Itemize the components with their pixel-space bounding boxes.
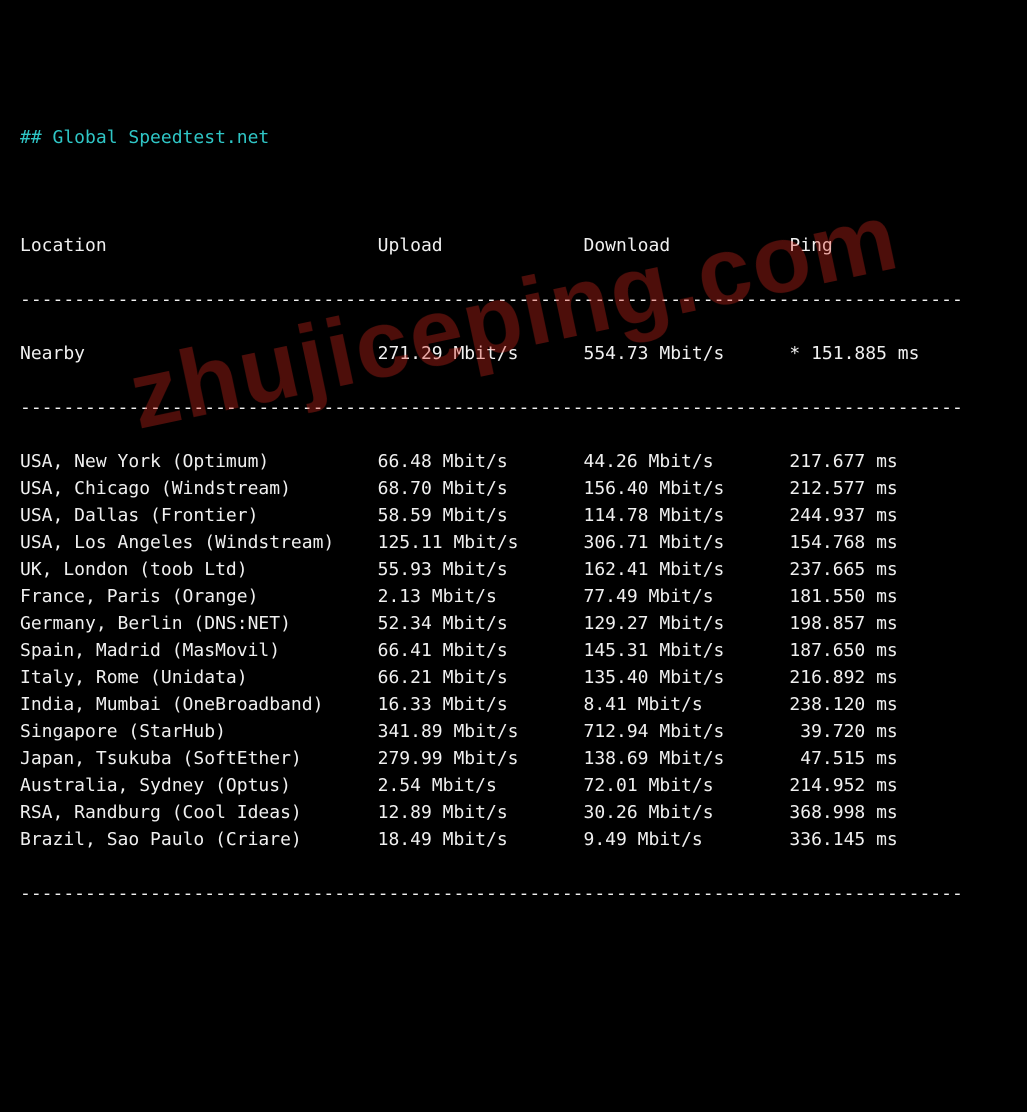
cell-location: Australia, Sydney (Optus) [20, 772, 378, 799]
table-row: USA, New York (Optimum)66.48 Mbit/s44.26… [20, 448, 1007, 475]
cell-download: 9.49 Mbit/s [584, 826, 790, 853]
cell-ping: 216.892 ms [789, 664, 941, 691]
blank-line [20, 178, 1007, 205]
nearby-row: Nearby271.29 Mbit/s554.73 Mbit/s* 151.88… [20, 340, 1007, 367]
cell-upload: 58.59 Mbit/s [378, 502, 584, 529]
table-row: India, Mumbai (OneBroadband)16.33 Mbit/s… [20, 691, 1007, 718]
table-row: RSA, Randburg (Cool Ideas)12.89 Mbit/s30… [20, 799, 1007, 826]
cell-location: USA, Los Angeles (Windstream) [20, 529, 378, 556]
cell-location: India, Mumbai (OneBroadband) [20, 691, 378, 718]
cell-download: 162.41 Mbit/s [584, 556, 790, 583]
section-title: ## Global Speedtest.net [20, 124, 1007, 151]
col-download: Download [584, 232, 790, 259]
cell-ping: 368.998 ms [789, 799, 941, 826]
cell-download: 77.49 Mbit/s [584, 583, 790, 610]
cell-ping: 214.952 ms [789, 772, 941, 799]
cell-ping: 187.650 ms [789, 637, 941, 664]
table-row: UK, London (toob Ltd)55.93 Mbit/s162.41 … [20, 556, 1007, 583]
cell-download: 156.40 Mbit/s [584, 475, 790, 502]
cell-ping: 237.665 ms [789, 556, 941, 583]
cell-ping: 47.515 ms [789, 745, 941, 772]
cell-download: 145.31 Mbit/s [584, 637, 790, 664]
cell-location: RSA, Randburg (Cool Ideas) [20, 799, 378, 826]
cell-upload: 18.49 Mbit/s [378, 826, 584, 853]
cell-ping: 212.577 ms [789, 475, 941, 502]
cell-download: 306.71 Mbit/s [584, 529, 790, 556]
cell-upload: 2.54 Mbit/s [378, 772, 584, 799]
cell-location: Singapore (StarHub) [20, 718, 378, 745]
table-row: France, Paris (Orange)2.13 Mbit/s77.49 M… [20, 583, 1007, 610]
cell-download: 129.27 Mbit/s [584, 610, 790, 637]
table-row: Brazil, Sao Paulo (Criare)18.49 Mbit/s9.… [20, 826, 1007, 853]
cell-download: 135.40 Mbit/s [584, 664, 790, 691]
cell-location: USA, Dallas (Frontier) [20, 502, 378, 529]
cell-upload: 66.21 Mbit/s [378, 664, 584, 691]
cell-upload: 279.99 Mbit/s [378, 745, 584, 772]
cell-download: 138.69 Mbit/s [584, 745, 790, 772]
cell-download: 712.94 Mbit/s [584, 718, 790, 745]
cell-ping: 198.857 ms [789, 610, 941, 637]
divider: ----------------------------------------… [20, 286, 1007, 313]
cell-upload: 16.33 Mbit/s [378, 691, 584, 718]
cell-download: 8.41 Mbit/s [584, 691, 790, 718]
cell-download: 72.01 Mbit/s [584, 772, 790, 799]
cell-upload: 66.41 Mbit/s [378, 637, 584, 664]
cell-upload: 66.48 Mbit/s [378, 448, 584, 475]
table-row: Japan, Tsukuba (SoftEther)279.99 Mbit/s1… [20, 745, 1007, 772]
nearby-location: Nearby [20, 340, 378, 367]
cell-location: France, Paris (Orange) [20, 583, 378, 610]
cell-download: 44.26 Mbit/s [584, 448, 790, 475]
table-row: Australia, Sydney (Optus)2.54 Mbit/s72.0… [20, 772, 1007, 799]
cell-upload: 52.34 Mbit/s [378, 610, 584, 637]
cell-location: Brazil, Sao Paulo (Criare) [20, 826, 378, 853]
nearby-upload: 271.29 Mbit/s [378, 340, 584, 367]
table-row: USA, Los Angeles (Windstream)125.11 Mbit… [20, 529, 1007, 556]
col-upload: Upload [378, 232, 584, 259]
table-row: USA, Chicago (Windstream)68.70 Mbit/s156… [20, 475, 1007, 502]
cell-download: 114.78 Mbit/s [584, 502, 790, 529]
divider: ----------------------------------------… [20, 880, 1007, 907]
cell-ping: 181.550 ms [789, 583, 941, 610]
cell-upload: 68.70 Mbit/s [378, 475, 584, 502]
table-row: Singapore (StarHub)341.89 Mbit/s712.94 M… [20, 718, 1007, 745]
cell-upload: 2.13 Mbit/s [378, 583, 584, 610]
nearby-ping: * 151.885 ms [789, 340, 941, 367]
cell-ping: 244.937 ms [789, 502, 941, 529]
cell-upload: 341.89 Mbit/s [378, 718, 584, 745]
table-header-row: LocationUploadDownloadPing [20, 232, 1007, 259]
col-ping: Ping [789, 232, 941, 259]
cell-upload: 12.89 Mbit/s [378, 799, 584, 826]
table-row: USA, Dallas (Frontier)58.59 Mbit/s114.78… [20, 502, 1007, 529]
cell-location: Germany, Berlin (DNS:NET) [20, 610, 378, 637]
cell-ping: 238.120 ms [789, 691, 941, 718]
results-body: USA, New York (Optimum)66.48 Mbit/s44.26… [20, 448, 1007, 853]
nearby-download: 554.73 Mbit/s [584, 340, 790, 367]
cell-ping: 154.768 ms [789, 529, 941, 556]
watermark: zhujiceping.com [116, 165, 911, 468]
cell-ping: 217.677 ms [789, 448, 941, 475]
cell-location: UK, London (toob Ltd) [20, 556, 378, 583]
cell-ping: 336.145 ms [789, 826, 941, 853]
cell-upload: 55.93 Mbit/s [378, 556, 584, 583]
table-row: Spain, Madrid (MasMovil)66.41 Mbit/s145.… [20, 637, 1007, 664]
cell-ping: 39.720 ms [789, 718, 941, 745]
divider: ----------------------------------------… [20, 394, 1007, 421]
table-row: Germany, Berlin (DNS:NET)52.34 Mbit/s129… [20, 610, 1007, 637]
cell-location: Spain, Madrid (MasMovil) [20, 637, 378, 664]
cell-download: 30.26 Mbit/s [584, 799, 790, 826]
cell-upload: 125.11 Mbit/s [378, 529, 584, 556]
cell-location: USA, New York (Optimum) [20, 448, 378, 475]
cell-location: Italy, Rome (Unidata) [20, 664, 378, 691]
col-location: Location [20, 232, 378, 259]
table-row: Italy, Rome (Unidata)66.21 Mbit/s135.40 … [20, 664, 1007, 691]
cell-location: USA, Chicago (Windstream) [20, 475, 378, 502]
cell-location: Japan, Tsukuba (SoftEther) [20, 745, 378, 772]
